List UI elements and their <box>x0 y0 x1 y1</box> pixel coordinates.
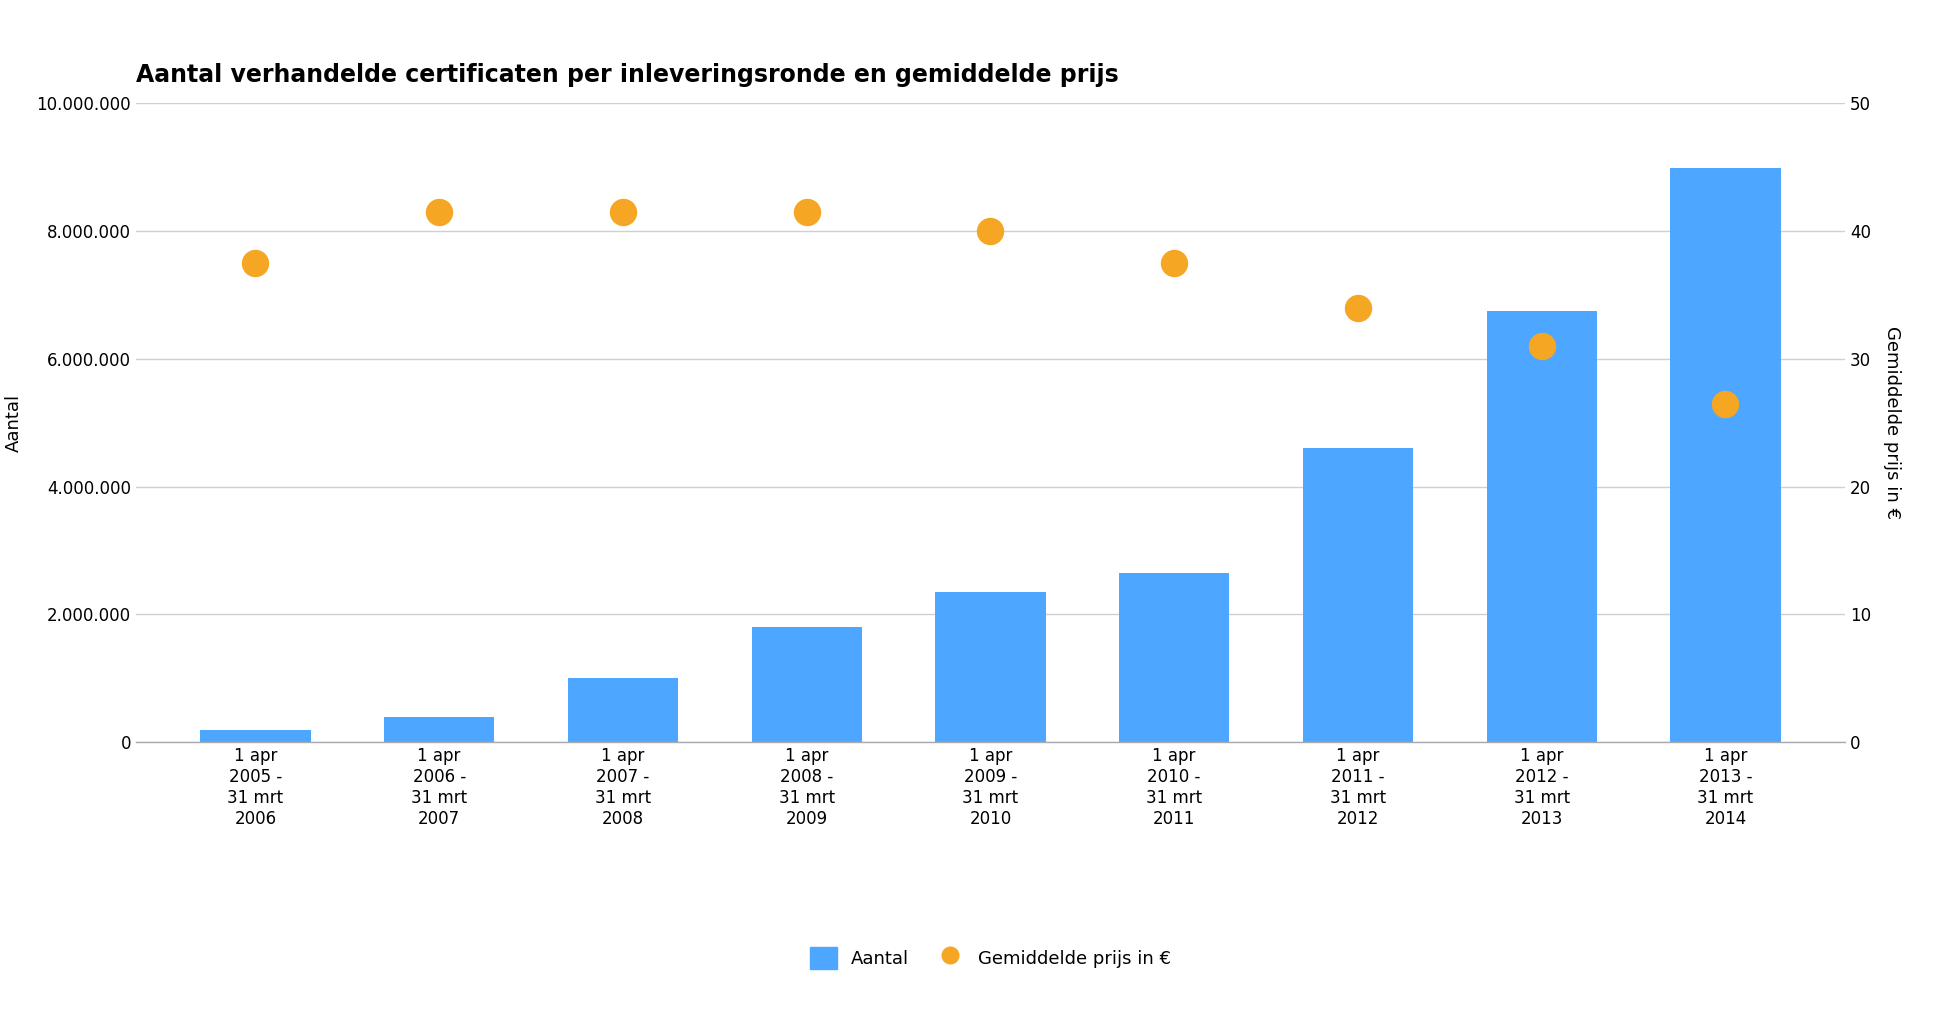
Gemiddelde prijs in € <box>1342 299 1373 315</box>
Gemiddelde prijs in € <box>423 203 454 220</box>
Bar <box>752 627 862 742</box>
Bar <box>1119 573 1229 742</box>
Bar <box>567 678 678 742</box>
Gemiddelde prijs in € <box>1526 338 1557 355</box>
Bar <box>200 730 311 742</box>
Gemiddelde prijs in € <box>975 223 1006 239</box>
Bar <box>1670 168 1781 742</box>
Text: Aantal verhandelde certificaten per inleveringsronde en gemiddelde prijs: Aantal verhandelde certificaten per inle… <box>136 63 1119 88</box>
Gemiddelde prijs in € <box>241 255 272 271</box>
Bar <box>1303 448 1414 742</box>
Bar <box>1486 311 1596 742</box>
Bar <box>936 592 1045 742</box>
Gemiddelde prijs in € <box>790 203 821 220</box>
Gemiddelde prijs in € <box>1159 255 1190 271</box>
Bar <box>385 717 495 742</box>
Y-axis label: Gemiddelde prijs in €: Gemiddelde prijs in € <box>1884 326 1901 520</box>
Legend: Aantal, Gemiddelde prijs in €: Aantal, Gemiddelde prijs in € <box>802 939 1179 976</box>
Gemiddelde prijs in € <box>608 203 639 220</box>
Gemiddelde prijs in € <box>1709 396 1740 412</box>
Y-axis label: Aantal: Aantal <box>4 394 23 452</box>
